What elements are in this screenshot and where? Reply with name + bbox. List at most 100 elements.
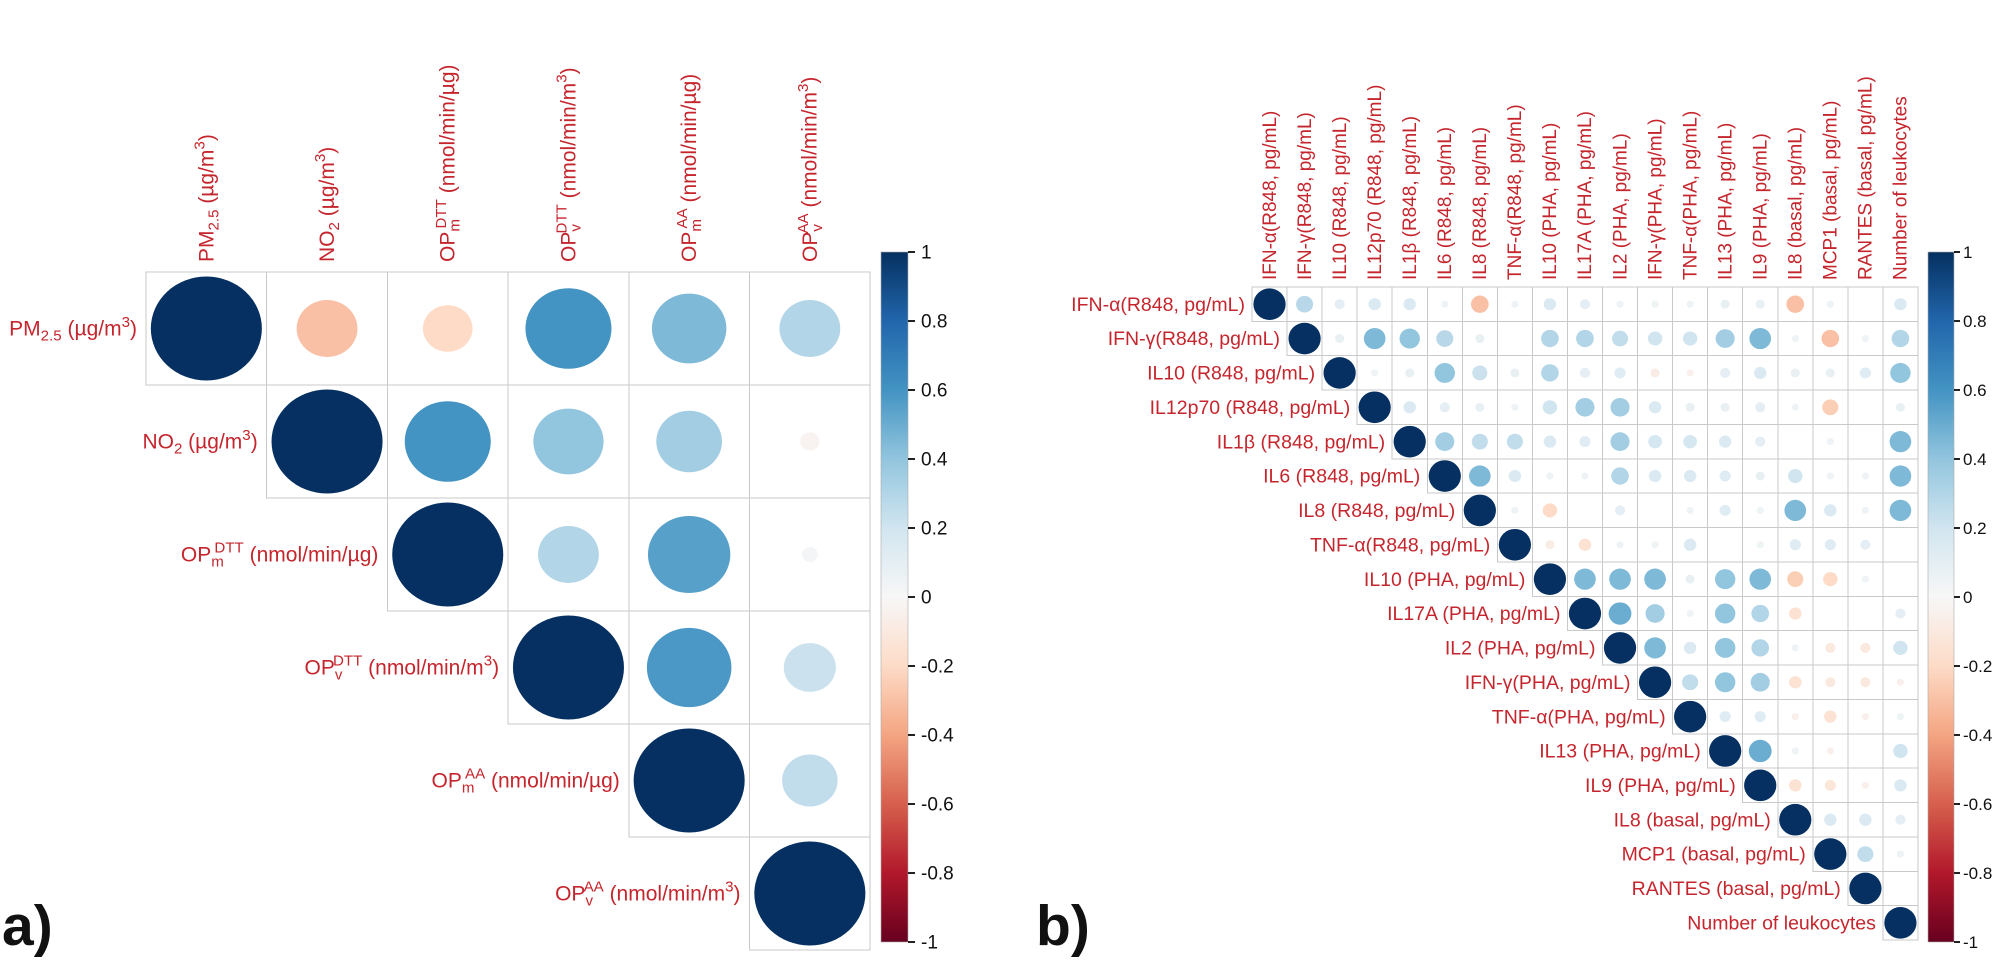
colorbar-tick-label: -0.8 [921, 864, 954, 885]
col-label: IFN-γ(R848, pg/mL) [1295, 112, 1316, 280]
corr-cell [1882, 630, 1919, 666]
row-label: IL12p70 (R848, pg/mL) [1150, 397, 1351, 419]
corr-circle [1475, 334, 1485, 344]
corr-circle [1756, 541, 1764, 549]
corr-circle [404, 401, 491, 482]
corr-circle [1744, 769, 1777, 802]
row-labels: PM2.5 (µg/m3) NO2 (µg/m3) OPmDTT (nmol/min… [9, 314, 740, 910]
corr-circle [1895, 814, 1906, 825]
corr-circle [1543, 298, 1557, 311]
corr-circle [1826, 438, 1834, 446]
corr-circle [1576, 329, 1594, 348]
corr-circle [1786, 295, 1805, 313]
corr-circle [1824, 710, 1837, 723]
corr-circle [422, 305, 473, 352]
matrix-grid [145, 271, 871, 951]
col-label: IL6 (R848, pg/mL) [1435, 127, 1456, 280]
corr-circle [1895, 608, 1906, 619]
col-label: OPvAA (nmol/min/m3) [795, 77, 826, 262]
corr-circle [1755, 436, 1766, 447]
corr-circle [1603, 632, 1637, 664]
corr-circle [1748, 739, 1772, 763]
corr-circle [1616, 541, 1624, 549]
corr-circle [1511, 300, 1519, 308]
colorbar-tick-label: -0.2 [1963, 657, 1992, 676]
corr-circle [1893, 743, 1908, 759]
corr-circle [1683, 469, 1697, 483]
corr-circle [525, 288, 612, 369]
corr-circle [533, 408, 604, 475]
corr-circle [646, 627, 732, 708]
corr-circle [1789, 607, 1802, 620]
corr-circle [1756, 506, 1764, 514]
colorbar-tick-label: -0.6 [1963, 795, 1992, 814]
corr-cell [1531, 355, 1568, 391]
colorbar-gradient [1927, 251, 1955, 943]
corr-circle [1860, 642, 1871, 653]
col-label: IL9 (PHA, pg/mL) [1751, 133, 1772, 280]
corr-cell [1496, 320, 1533, 357]
corr-circle [1581, 472, 1589, 480]
corr-circle [1825, 368, 1835, 378]
corr-circle [1890, 362, 1911, 383]
corr-circle [1510, 368, 1520, 378]
corr-circle [1814, 838, 1847, 870]
corr-circle [1541, 364, 1559, 382]
corr-circle [1859, 813, 1872, 826]
corr-circle [1823, 572, 1838, 587]
corr-circle [1884, 907, 1917, 939]
row-label: IL9 (PHA, pg/mL) [1585, 775, 1736, 797]
corr-cell [1566, 561, 1603, 597]
corr-circle [651, 293, 727, 364]
corr-circle [271, 389, 383, 494]
corr-circle [1575, 397, 1595, 417]
corr-circle [1788, 468, 1803, 484]
corr-circle [1791, 335, 1799, 343]
col-label: IL1β (R848, pg/mL) [1400, 116, 1421, 280]
corr-cell [1847, 733, 1884, 769]
corr-circle [633, 728, 745, 833]
corr-circle [1611, 467, 1629, 485]
corr-circle [1896, 678, 1905, 686]
corr-circle [1709, 735, 1742, 767]
corr-cell [1566, 355, 1603, 391]
colorbar-tick-label: -0.6 [921, 795, 954, 816]
row-label: MCP1 (basal, pg/mL) [1622, 844, 1806, 866]
corr-circle [1682, 674, 1699, 691]
corr-circle [1749, 568, 1772, 590]
row-label: IFN-γ(PHA, pg/mL) [1465, 672, 1631, 694]
corr-circle [1861, 506, 1869, 514]
corr-circle [150, 276, 262, 381]
col-label: IFN-γ(PHA, pg/mL) [1645, 118, 1666, 280]
corr-circle [1475, 402, 1485, 412]
corr-circle [1779, 803, 1812, 836]
corr-circle [1568, 597, 1602, 630]
colorbar-tick-label: -0.4 [1963, 726, 1992, 745]
col-label: PM2.5 (µg/m3) [192, 134, 223, 262]
corr-circle [1296, 295, 1314, 313]
col-label: IL17A (PHA, pg/mL) [1575, 111, 1596, 280]
corr-circle [1755, 471, 1765, 481]
corr-cell [1882, 870, 1919, 907]
corr-circle [783, 643, 836, 692]
corr-circles [150, 276, 866, 946]
colorbar-tick-label: 0.4 [921, 450, 948, 471]
corr-circle [1511, 403, 1519, 411]
corr-circle [1895, 402, 1905, 412]
corr-circle [647, 515, 731, 594]
corr-cell [1777, 423, 1814, 460]
corr-circle [1893, 640, 1908, 655]
corr-circle [538, 526, 599, 583]
col-labels: PM2.5 (µg/m3) NO2 (µg/m3) OPmDTT (nmol/min… [192, 65, 826, 262]
corr-circle [1610, 397, 1630, 417]
corr-circle [1579, 436, 1591, 448]
corr-circle [1644, 568, 1666, 590]
col-labels: IFN-α(R848, pg/mL) IFN-γ(R848, pg/mL) IL10… [1260, 76, 1912, 280]
corr-circle [1647, 331, 1663, 346]
row-label: OPmAA (nmol/min/µg) [432, 766, 620, 797]
corr-circle [1644, 637, 1666, 659]
corr-circle [1720, 367, 1731, 378]
row-label: PM2.5 (µg/m3) [9, 314, 137, 345]
corr-circle [1463, 494, 1496, 527]
